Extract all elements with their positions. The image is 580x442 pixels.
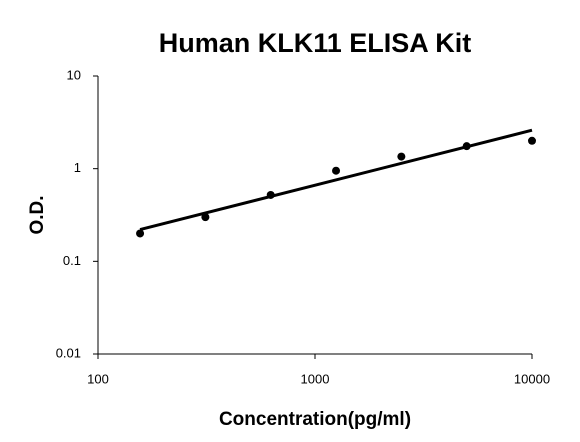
data-point [266, 190, 275, 199]
data-point [332, 166, 341, 175]
data-point [462, 142, 471, 151]
x-tick-label: 10000 [514, 371, 550, 386]
y-tick-label: 1 [74, 160, 81, 175]
data-point [397, 152, 406, 161]
x-axis-label: Concentration(pg/ml) [219, 409, 411, 430]
y-axis-label: O.D. [27, 195, 48, 234]
y-tick-label: 0.01 [56, 345, 81, 360]
trend-line [139, 128, 533, 232]
x-tick-label: 100 [87, 371, 109, 386]
y-tick-label: 10 [67, 67, 81, 82]
data-point [201, 213, 210, 222]
y-tick-label: 0.1 [63, 253, 81, 268]
data-point [528, 136, 536, 145]
chart-title: Human KLK11 ELISA Kit [159, 28, 472, 58]
data-point [136, 229, 145, 238]
x-tick-label: 1000 [301, 371, 330, 386]
